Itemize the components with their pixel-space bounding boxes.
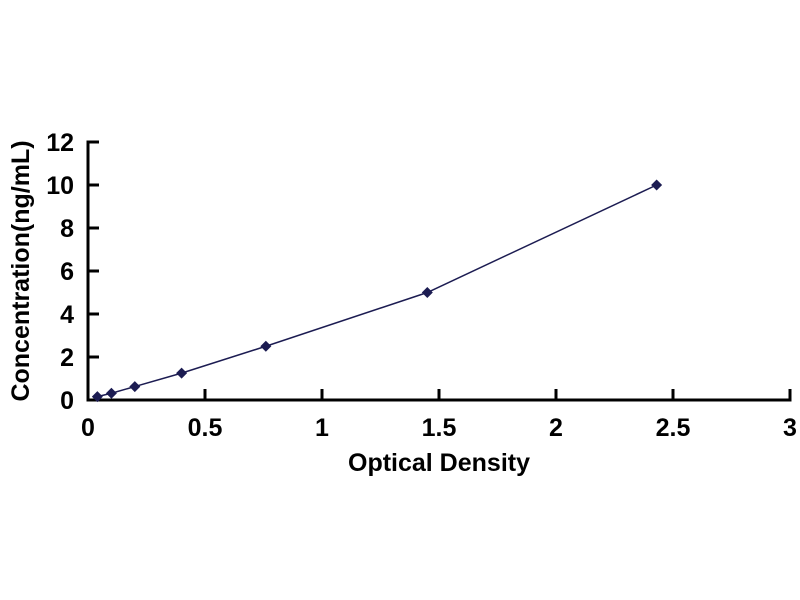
- axes-line: [86, 140, 792, 402]
- x-tick-label: 0.5: [188, 414, 223, 442]
- x-tick-label: 3: [783, 414, 797, 442]
- y-tick-label: 6: [60, 258, 74, 286]
- data-point-marker: [176, 367, 188, 379]
- y-tick-label: 4: [60, 301, 74, 329]
- y-tick-label: 10: [46, 172, 74, 200]
- data-point-marker: [91, 391, 103, 403]
- data-point-marker: [421, 287, 433, 298]
- y-tick-label: 12: [46, 129, 74, 157]
- y-tick-label: 2: [60, 344, 74, 372]
- x-tick-label: 2.5: [656, 414, 691, 442]
- data-point-marker: [260, 340, 272, 352]
- data-point-marker: [651, 179, 663, 191]
- y-tick-label: 0: [60, 387, 74, 415]
- x-tick-label: 1: [315, 414, 329, 442]
- x-tick-label: 0: [81, 414, 95, 442]
- y-tick-label: 8: [60, 215, 74, 243]
- y-axis-title: Concentration(ng/mL): [7, 140, 35, 401]
- data-point-marker: [129, 381, 141, 393]
- standard-curve-line: [97, 184, 657, 398]
- data-point-marker: [105, 387, 117, 399]
- x-tick-label: 2: [549, 414, 563, 442]
- x-axis-title: Optical Density: [348, 449, 530, 477]
- x-tick-label: 1.5: [422, 414, 457, 442]
